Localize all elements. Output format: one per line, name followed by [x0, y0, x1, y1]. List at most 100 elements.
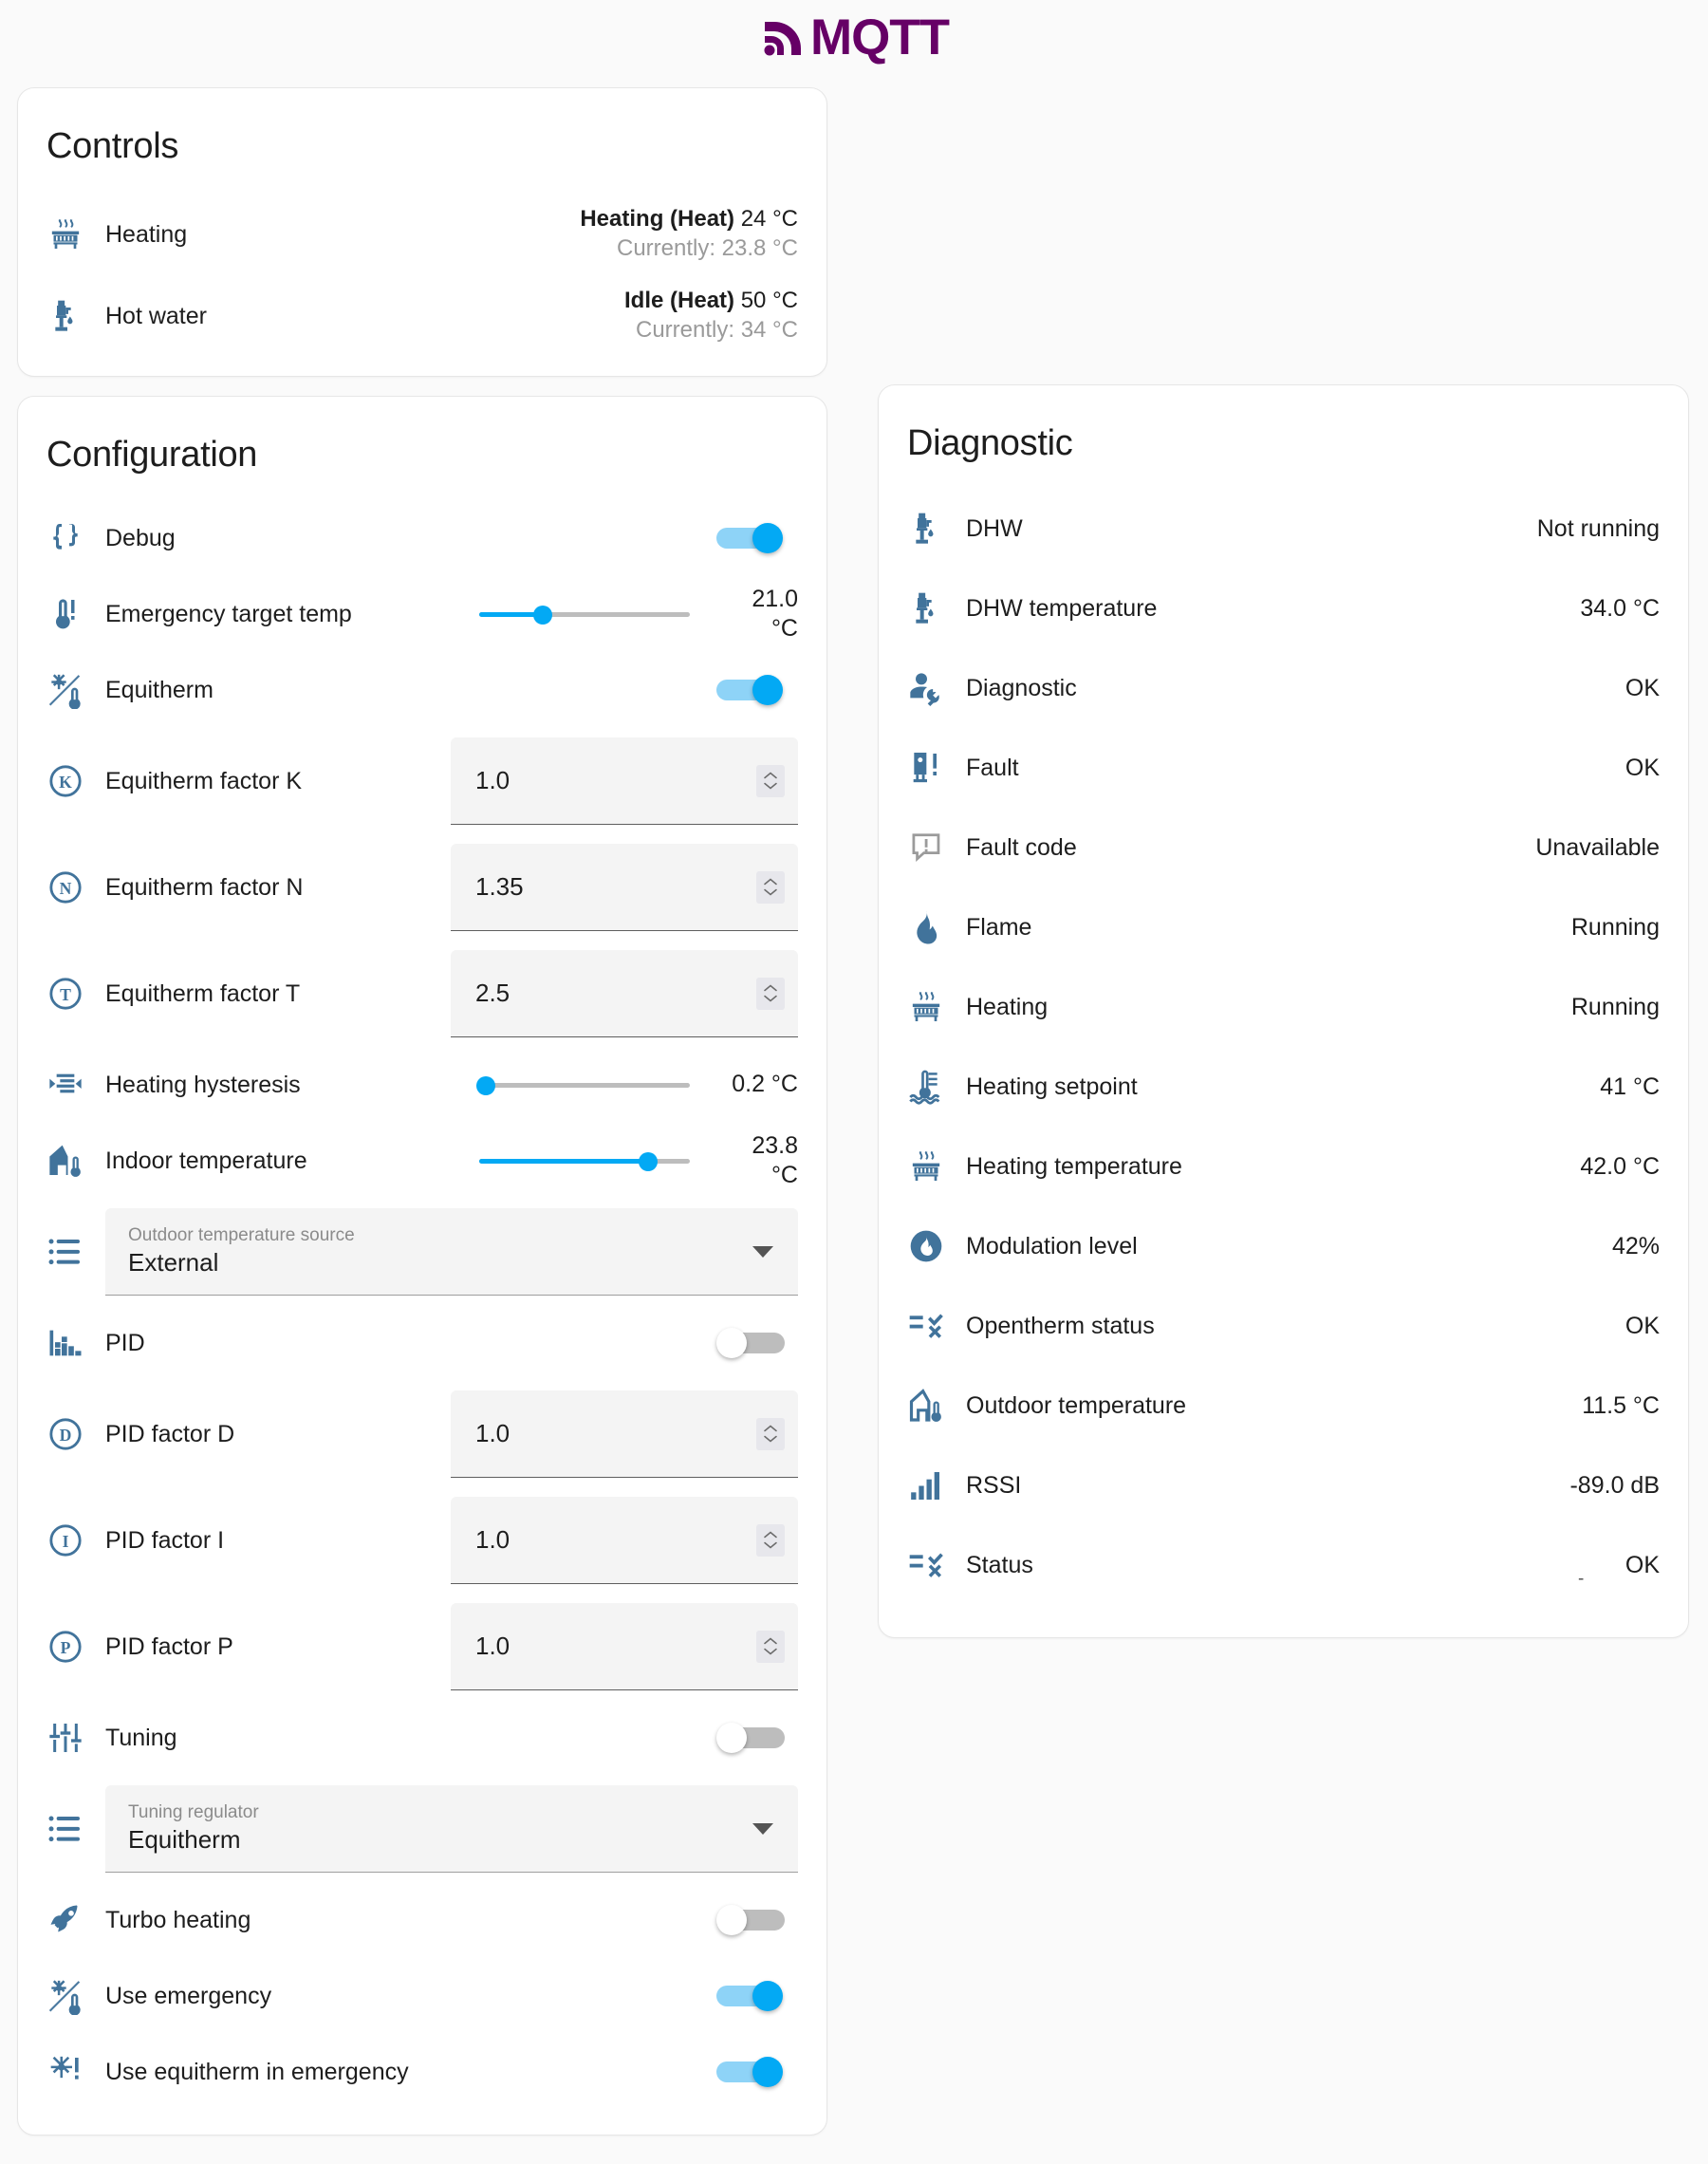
number-input[interactable]: 1.35: [451, 844, 798, 931]
number-value: 1.0: [475, 766, 511, 794]
config-label: Equitherm factor N: [105, 873, 304, 901]
config-toggle-row[interactable]: Equitherm: [46, 652, 798, 728]
config-number-row[interactable]: P PID factor P 1.0: [46, 1594, 798, 1700]
toggle-switch[interactable]: [716, 523, 785, 553]
diagnostic-row[interactable]: Heating setpoint 41 °C: [907, 1047, 1660, 1127]
controls-title: Controls: [46, 126, 179, 166]
left-column: Controls Heating Heating (Heat) 24 °C Curr…: [17, 87, 827, 2136]
diagnostic-label: Heating temperature: [966, 1152, 1182, 1180]
diagnostic-row[interactable]: Modulation level 42%: [907, 1206, 1660, 1286]
toggle-switch[interactable]: [716, 2057, 785, 2087]
config-select-row[interactable]: Tuning regulator Equitherm: [46, 1776, 798, 1882]
signal-bars-icon: [907, 1466, 966, 1504]
config-number-row[interactable]: D PID factor D 1.0: [46, 1381, 798, 1487]
number-value: 1.0: [475, 1632, 511, 1660]
diagnostic-row[interactable]: Outdoor temperature 11.5 °C: [907, 1366, 1660, 1446]
control-row[interactable]: Heating Heating (Heat) 24 °C Currently: 23…: [46, 194, 798, 275]
chevron-down-icon[interactable]: [752, 1245, 773, 1258]
config-toggle-row[interactable]: Use emergency: [46, 1958, 798, 2034]
slider-group[interactable]: 0.2 °C: [475, 1070, 798, 1099]
diagnostic-row[interactable]: RSSI -89.0 dB: [907, 1446, 1660, 1525]
number-stepper[interactable]: [756, 1630, 785, 1663]
letter-p-circle-icon: P: [46, 1628, 105, 1666]
water-tap-icon: [46, 297, 105, 335]
number-stepper[interactable]: [756, 870, 785, 904]
number-stepper[interactable]: [756, 764, 785, 797]
toggle-switch[interactable]: [716, 1905, 785, 1935]
control-label: Hot water: [105, 302, 207, 329]
diagnostic-row[interactable]: Fault OK: [907, 728, 1660, 808]
toggle-switch[interactable]: [716, 1723, 785, 1753]
config-slider-row[interactable]: Emergency target temp 21.0 °C: [46, 576, 798, 652]
toggle-switch[interactable]: [716, 675, 785, 705]
number-input[interactable]: 2.5: [451, 950, 798, 1037]
slider-group[interactable]: 21.0 °C: [479, 585, 798, 644]
slider-thumb[interactable]: [475, 1076, 495, 1095]
slider-thumb[interactable]: [638, 1152, 658, 1171]
snowflake-thermometer-icon: [46, 671, 105, 709]
config-number-row[interactable]: N Equitherm factor N 1.35: [46, 834, 798, 941]
diagnostic-row[interactable]: Flame Running: [907, 887, 1660, 967]
diagnostic-row[interactable]: Heating temperature 42.0 °C: [907, 1127, 1660, 1206]
diagnostic-label: RSSI: [966, 1471, 1022, 1499]
slider-control[interactable]: [479, 1148, 690, 1173]
select-dropdown[interactable]: Tuning regulator Equitherm: [105, 1785, 798, 1873]
number-stepper[interactable]: [756, 1523, 785, 1557]
slider-control[interactable]: [479, 602, 690, 626]
chevron-down-icon[interactable]: [752, 1822, 773, 1835]
diagnostic-label: Heating: [966, 993, 1049, 1020]
toggle-switch[interactable]: [716, 1328, 785, 1358]
config-toggle-row[interactable]: Tuning: [46, 1700, 798, 1776]
diagnostic-row[interactable]: Opentherm status OK: [907, 1286, 1660, 1366]
control-row[interactable]: Hot water Idle (Heat) 50 °C Currently: 34 …: [46, 275, 798, 357]
config-label: Equitherm factor K: [105, 767, 303, 794]
configuration-card: Configuration Debug Emergency target temp…: [17, 396, 827, 2136]
code-braces-icon: [46, 519, 105, 557]
diagnostic-row[interactable]: Heating Running: [907, 967, 1660, 1047]
chevron-down-icon: [764, 782, 777, 790]
slider-thumb[interactable]: [532, 606, 552, 625]
number-input[interactable]: 1.0: [451, 1603, 798, 1690]
diagnostic-label: Fault code: [966, 833, 1077, 861]
diagnostic-label: Heating setpoint: [966, 1073, 1138, 1100]
config-label: Turbo heating: [105, 1906, 251, 1933]
diagnostic-value: 11.5 °C: [1582, 1391, 1660, 1419]
diagnostic-card: Diagnostic DHW Not running DHW temperature…: [878, 384, 1689, 1638]
diagnostic-row[interactable]: DHW temperature 34.0 °C: [907, 569, 1660, 648]
number-input[interactable]: 1.0: [451, 737, 798, 825]
slider-control[interactable]: [475, 1073, 690, 1097]
diagnostic-row[interactable]: Diagnostic OK: [907, 648, 1660, 728]
config-number-row[interactable]: T Equitherm factor T 2.5: [46, 941, 798, 1047]
select-dropdown[interactable]: Outdoor temperature source External: [105, 1208, 798, 1296]
control-label: Heating: [105, 220, 188, 248]
slider-rail: [479, 1083, 690, 1088]
config-slider-row[interactable]: Heating hysteresis 0.2 °C: [46, 1047, 798, 1123]
config-label: Heating hysteresis: [105, 1071, 301, 1098]
config-toggle-row[interactable]: PID: [46, 1305, 798, 1381]
toggle-knob: [752, 675, 783, 705]
water-tap-icon: [907, 510, 966, 548]
config-select-row[interactable]: Outdoor temperature source External: [46, 1199, 798, 1305]
number-input[interactable]: 1.0: [451, 1497, 798, 1584]
config-toggle-row[interactable]: Debug: [46, 500, 798, 576]
number-stepper[interactable]: [756, 977, 785, 1010]
slider-group[interactable]: 23.8 °C: [479, 1131, 798, 1191]
toggle-switch[interactable]: [716, 1981, 785, 2011]
config-toggle-row[interactable]: Turbo heating: [46, 1882, 798, 1958]
diagnostic-value: OK: [1624, 1312, 1660, 1339]
chevron-down-icon: [764, 1435, 777, 1443]
diagnostic-row[interactable]: DHW Not running: [907, 489, 1660, 569]
number-value: 2.5: [475, 979, 511, 1007]
config-number-row[interactable]: I PID factor I 1.0: [46, 1487, 798, 1594]
diagnostic-label: Modulation level: [966, 1232, 1138, 1259]
diagnostic-row[interactable]: Status OK: [907, 1525, 1660, 1605]
diagnostic-row[interactable]: Fault code Unavailable: [907, 808, 1660, 887]
letter-n-circle-icon: N: [46, 868, 105, 906]
number-stepper[interactable]: [756, 1417, 785, 1450]
chevron-up-icon: [764, 1637, 777, 1645]
number-input[interactable]: 1.0: [451, 1390, 798, 1478]
config-toggle-row[interactable]: Use equitherm in emergency: [46, 2034, 798, 2110]
config-slider-row[interactable]: Indoor temperature 23.8 °C: [46, 1123, 798, 1199]
fire-circle-icon: [907, 1227, 966, 1265]
config-number-row[interactable]: K Equitherm factor K 1.0: [46, 728, 798, 834]
